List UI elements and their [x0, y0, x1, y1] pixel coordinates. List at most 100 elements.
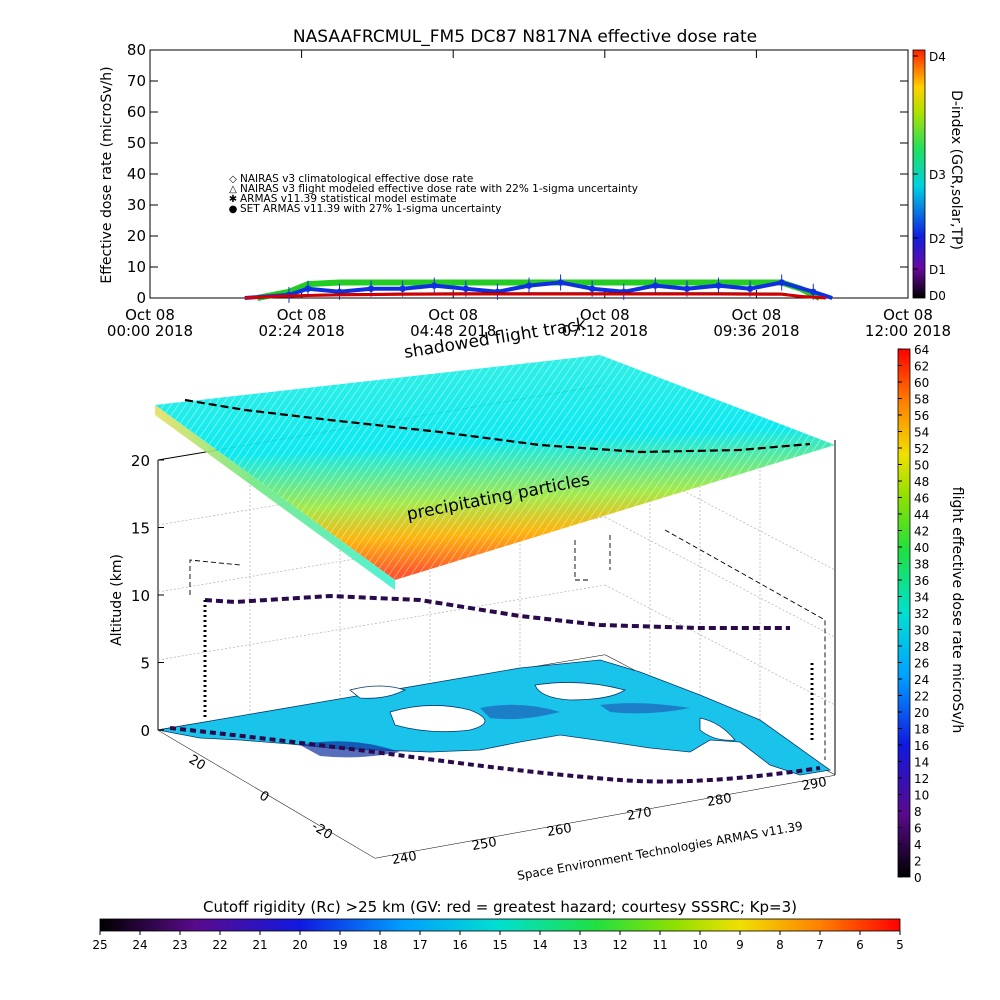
lon-tick-label: 240: [391, 849, 418, 868]
dose-tick-label: 42: [914, 525, 929, 539]
legend-marker-icon: ✱: [229, 194, 237, 205]
rc-tick-label: 16: [452, 938, 467, 952]
dose-tick-label: 48: [914, 475, 929, 489]
dose-tick-label: 64: [914, 343, 929, 357]
dose-tick-label: 52: [914, 442, 929, 456]
dose-tick-label: 50: [914, 459, 929, 473]
map-floor: [157, 655, 835, 858]
dose-tick-label: 44: [914, 508, 929, 522]
z-axis-ticks: 0 5 10 15 20: [131, 452, 164, 740]
dindex-label: D-index (GCR,solar,TP): [948, 90, 964, 250]
lat-tick-label: 20: [186, 752, 208, 773]
top-x-tick-label-date: Oct 08: [125, 306, 175, 324]
top-series-line: [244, 292, 826, 300]
rc-tick-label: 19: [332, 938, 347, 952]
dindex-ticks: D0 D1 D2 D3 D4: [913, 50, 946, 303]
top-chart: Effective dose rate (microSv/h) 0 10 20 30 4…: [99, 41, 964, 340]
rc-colorbar-title: Cutoff rigidity (Rc) >25 km (GV: red = g…: [203, 898, 797, 916]
dose-tick-label: 38: [914, 558, 929, 572]
dose-tick-label: 4: [914, 838, 922, 852]
dindex-tick-label: D0: [929, 289, 946, 303]
dindex-tick-label: D2: [929, 232, 946, 246]
top-y-tick-label: 50: [127, 134, 146, 152]
z-tick-label: 10: [131, 587, 150, 605]
dose-tick-label: 2: [914, 855, 922, 869]
top-y-tick-label: 0: [136, 289, 146, 307]
legend-marker-icon: ●: [229, 204, 238, 215]
dindex-tick-label: D3: [929, 168, 946, 182]
main-3d-chart: precipitating particles shadowed flight …: [109, 314, 836, 883]
rc-tick-label: 13: [572, 938, 587, 952]
z-tick-label: 0: [140, 722, 150, 740]
dose-tick-label: 62: [914, 360, 929, 374]
rc-tick-label: 14: [532, 938, 547, 952]
dose-tick-label: 8: [914, 805, 922, 819]
dose-tick-label: 22: [914, 690, 929, 704]
rc-colorbar-ticks: 25 24 23 22 21 20 19 18 17 16 15 14 13 12 11 10 9 8 7 6 5: [92, 931, 904, 952]
top-y-tick-label: 40: [127, 165, 146, 183]
legend-marker-icon: ◇: [229, 174, 237, 185]
top-x-tick-label-date: Oct 08: [883, 306, 933, 324]
dose-tick-label: 18: [914, 723, 929, 737]
legend-label: NAIRAS v3 climatological effective dose …: [240, 173, 473, 185]
top-x-tick-label-time: 12:00 2018: [865, 322, 951, 340]
lon-tick-label: 250: [471, 835, 498, 854]
top-x-tick-label-time: 04:48 2018: [410, 322, 496, 340]
lon-tick-label: 270: [626, 805, 653, 824]
flight-track-shadow: [169, 726, 821, 784]
rc-tick-label: 25: [92, 938, 107, 952]
rc-tick-label: 22: [212, 938, 227, 952]
dose-tick-label: 14: [914, 756, 929, 770]
top-x-tick-label-date: Oct 08: [580, 306, 630, 324]
dindex-tick-label: D1: [929, 263, 946, 277]
top-series-group: [244, 274, 833, 303]
rc-tick-label: 18: [372, 938, 387, 952]
dose-tick-label: 6: [914, 822, 922, 836]
top-y-tick-label: 30: [127, 196, 146, 214]
rc-tick-label: 20: [292, 938, 307, 952]
top-x-tick-label-time: 09:36 2018: [713, 322, 799, 340]
dose-tick-label: 10: [914, 789, 929, 803]
top-y-ticks: 0 10 20 30 40 50 60 70 80: [127, 41, 908, 307]
dose-tick-label: 12: [914, 772, 929, 786]
bottom-colorbar: Cutoff rigidity (Rc) >25 km (GV: red = g…: [92, 898, 903, 952]
top-y-tick-label: 10: [127, 258, 146, 276]
top-x-tick-label-date: Oct 08: [428, 306, 478, 324]
top-legend: ◇ NAIRAS v3 climatological effective dose…: [229, 173, 638, 215]
dose-tick-label: 54: [914, 426, 929, 440]
top-y-tick-label: 60: [127, 103, 146, 121]
top-x-tick-label-time: 00:00 2018: [107, 322, 193, 340]
rc-tick-label: 10: [692, 938, 707, 952]
legend-label: NAIRAS v3 flight modeled effective dose …: [240, 183, 638, 195]
dose-tick-label: 40: [914, 541, 929, 555]
top-x-tick-label-date: Oct 08: [277, 306, 327, 324]
lon-tick-label: 260: [546, 821, 573, 840]
top-x-tick-label-time: 07:12 2018: [562, 322, 648, 340]
rc-tick-label: 12: [612, 938, 627, 952]
rc-tick-label: 11: [652, 938, 667, 952]
dose-tick-label: 24: [914, 673, 929, 687]
dose-tick-label: 46: [914, 492, 929, 506]
top-y-tick-label: 70: [127, 72, 146, 90]
dose-tick-label: 32: [914, 607, 929, 621]
drop-lines: [189, 529, 826, 760]
rc-tick-label: 5: [896, 938, 904, 952]
legend-marker-icon: △: [229, 184, 237, 195]
sheet-track: [184, 398, 811, 454]
rc-tick-label: 8: [776, 938, 784, 952]
rc-tick-label: 23: [172, 938, 187, 952]
lat-tick-label: 0: [256, 788, 271, 805]
dose-tick-label: 30: [914, 624, 929, 638]
right-colorbar: 0246810121416182022242628303234363840424…: [897, 343, 965, 885]
dindex-tick-label: D4: [929, 50, 946, 64]
rc-tick-label: 17: [412, 938, 427, 952]
legend-label: ARMAS v11.39 statistical model estimate: [240, 193, 457, 205]
dose-tick-label: 60: [914, 376, 929, 390]
rc-tick-label: 24: [132, 938, 147, 952]
dose-tick-label: 56: [914, 409, 929, 423]
z-tick-label: 20: [131, 452, 150, 470]
top-y-tick-label: 20: [127, 227, 146, 245]
top-x-tick-label-date: Oct 08: [732, 306, 782, 324]
